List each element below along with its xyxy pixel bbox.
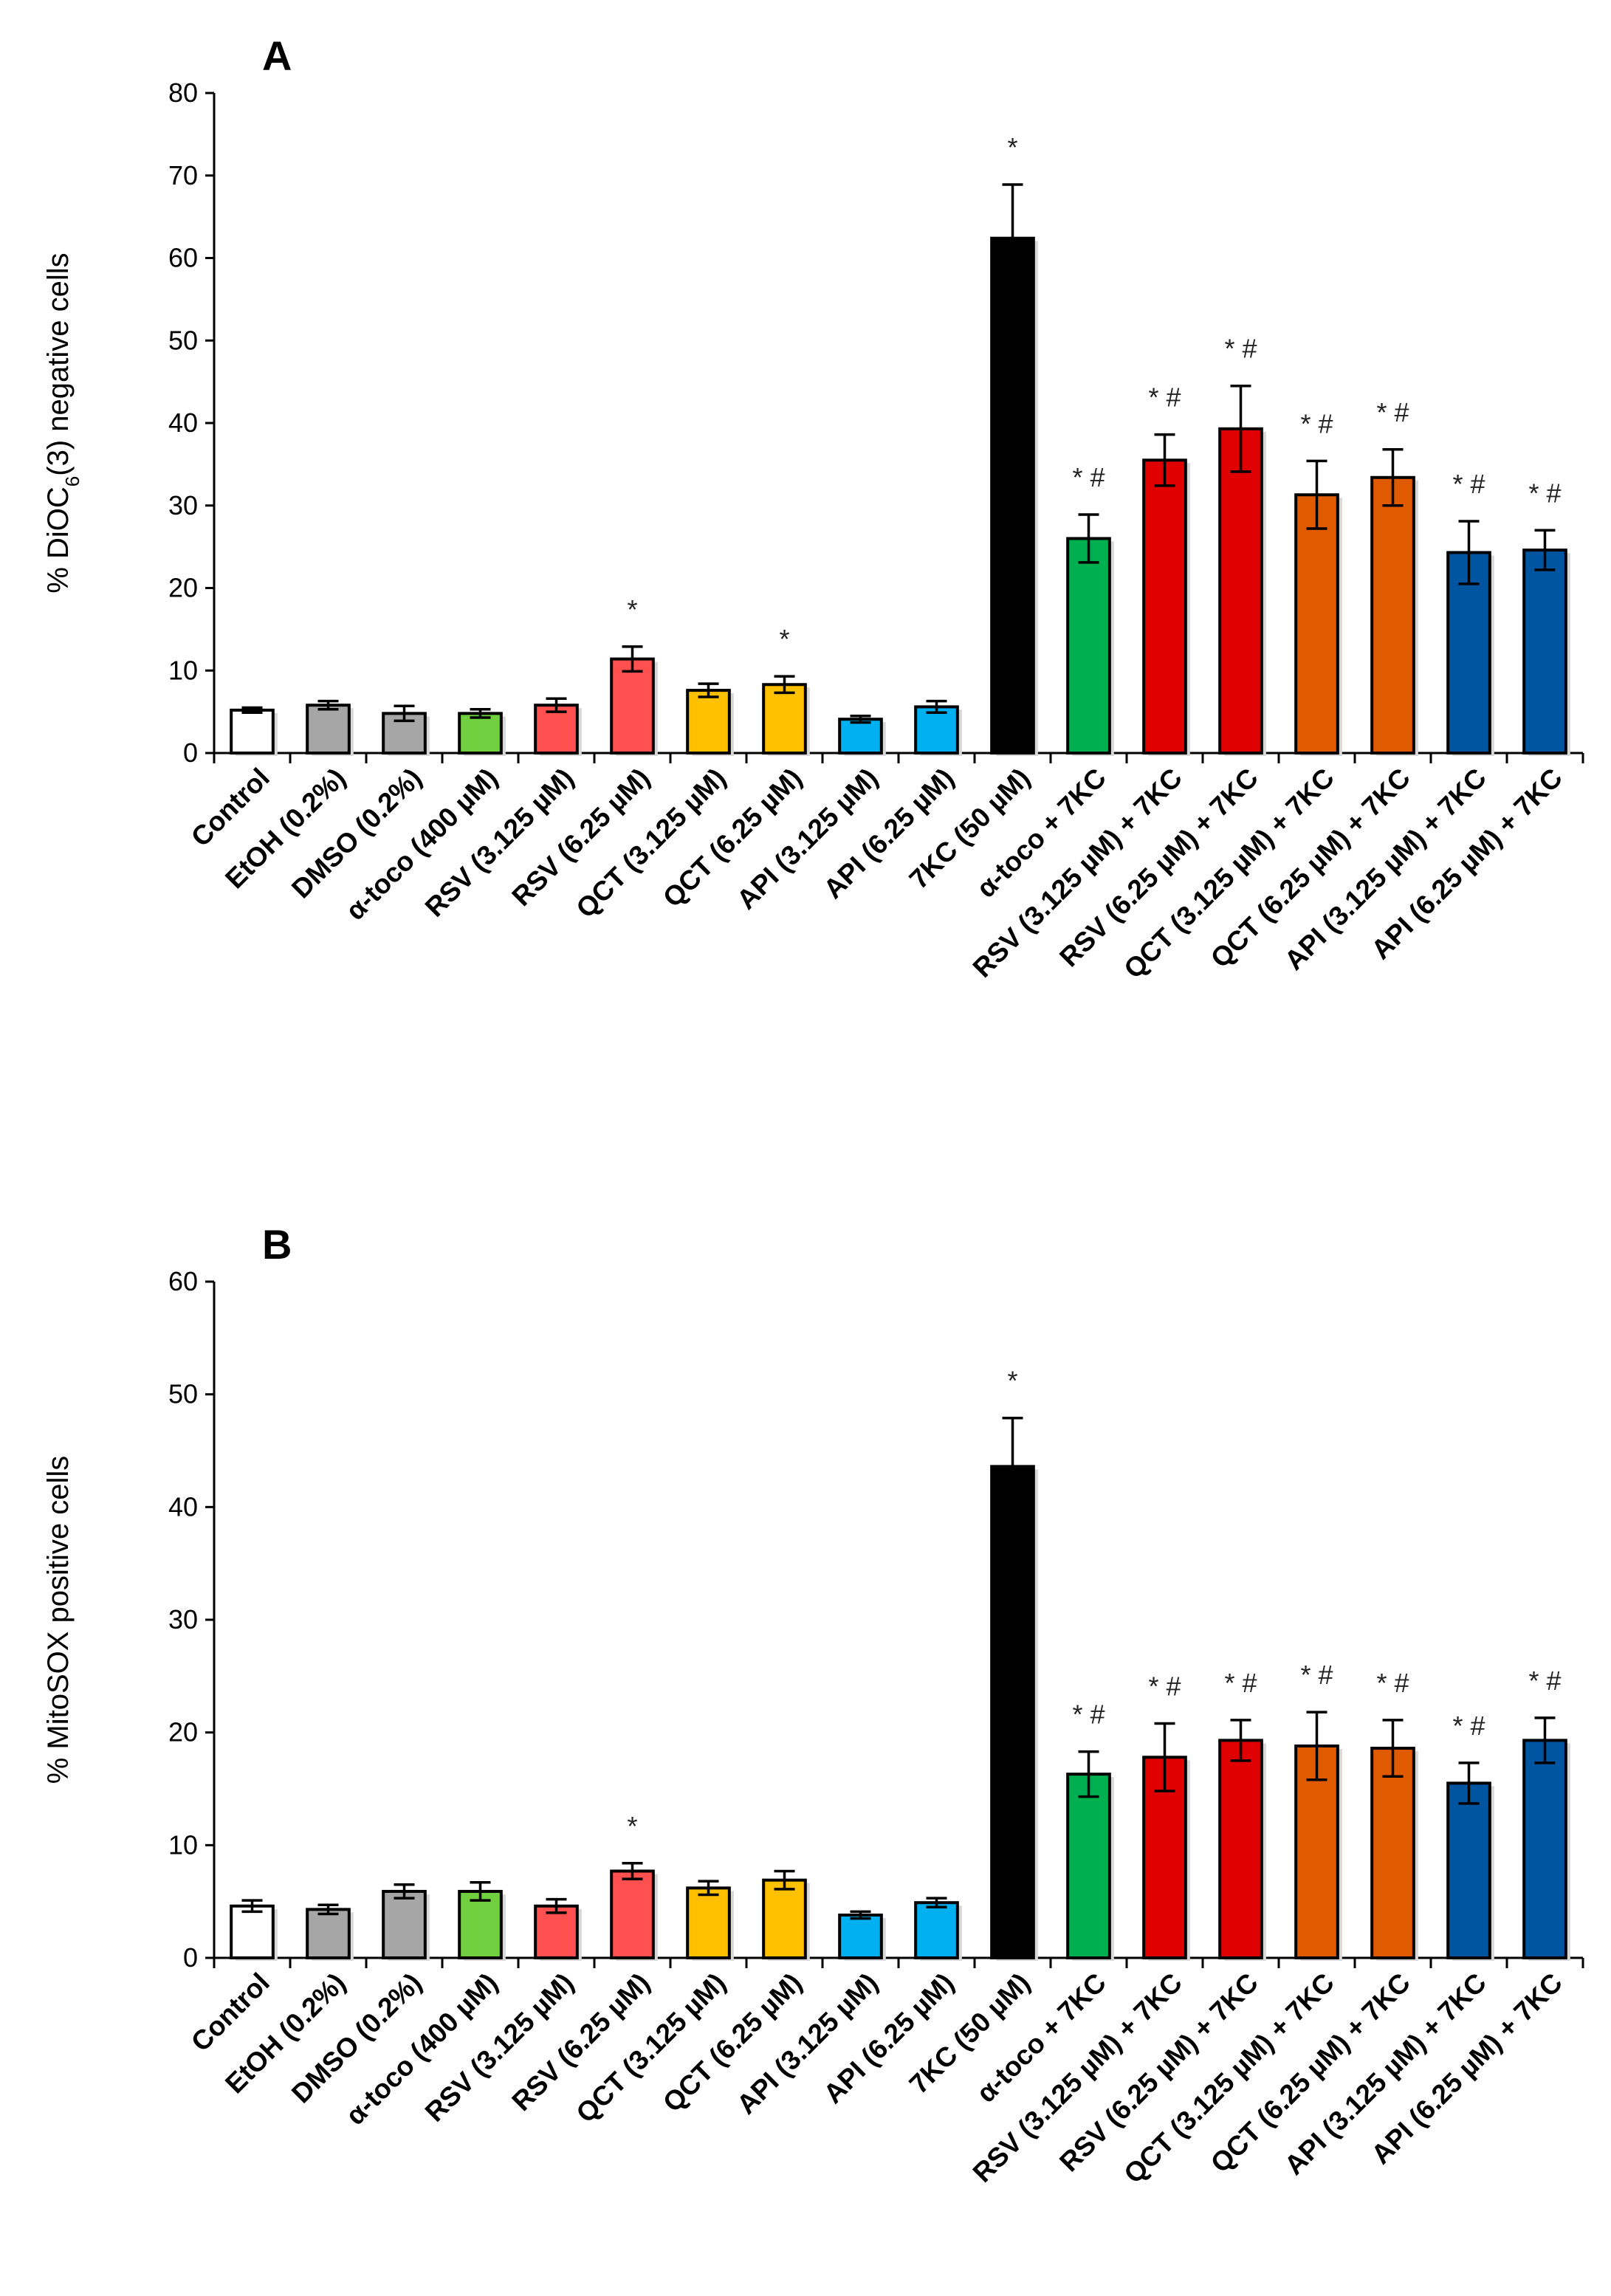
bar bbox=[1066, 537, 1111, 755]
x-tick-label: API (6.25 µM) bbox=[818, 1967, 960, 2109]
y-axis-label-part: % MitoSOX positive cells bbox=[42, 1456, 75, 1784]
bar bbox=[610, 1869, 655, 1960]
x-tick-label: DMSO (0.2%) bbox=[286, 1967, 427, 2109]
x-tick-label: α-toco + 7KC bbox=[971, 763, 1112, 904]
bar bbox=[686, 1886, 731, 1960]
y-tick-label: 10 bbox=[168, 655, 198, 685]
bar bbox=[762, 683, 807, 755]
y-tick-label: 30 bbox=[168, 1604, 198, 1635]
significance-label: * bbox=[779, 624, 789, 654]
significance-label: * bbox=[627, 1811, 637, 1841]
bar bbox=[838, 718, 883, 755]
significance-label: * # bbox=[1300, 408, 1333, 439]
significance-label: * # bbox=[1376, 1668, 1409, 1698]
bar bbox=[990, 236, 1035, 755]
bar bbox=[1218, 1739, 1263, 1959]
bar bbox=[534, 704, 579, 755]
significance-label: * # bbox=[1452, 1711, 1485, 1741]
y-axis-label-part: 6 bbox=[61, 476, 83, 487]
panel-label: A bbox=[262, 32, 292, 79]
y-tick-label: 40 bbox=[168, 1491, 198, 1522]
x-tick-label: QCT (6.25 µM) bbox=[657, 1967, 808, 2118]
x-tick-label: API (3.125 µM) bbox=[731, 1967, 884, 2120]
significance-label: * # bbox=[1300, 1660, 1333, 1690]
y-axis-label-part: (3) negative cells bbox=[42, 252, 75, 475]
x-tick-label: DMSO (0.2%) bbox=[286, 763, 427, 904]
bar bbox=[458, 712, 503, 755]
y-tick-label: 20 bbox=[168, 1717, 198, 1747]
significance-label: * bbox=[627, 594, 637, 625]
bar bbox=[306, 704, 351, 755]
x-tick-label: RSV (6.25 µM) bbox=[506, 1967, 656, 2117]
significance-label: * # bbox=[1452, 469, 1485, 499]
y-tick-label: 50 bbox=[168, 1379, 198, 1409]
y-tick-label: 60 bbox=[168, 1266, 198, 1296]
significance-label: * # bbox=[1528, 1666, 1561, 1696]
significance-label: * # bbox=[1224, 1668, 1257, 1698]
y-tick-label: 80 bbox=[168, 78, 198, 108]
x-tick-label: RSV (6.25 µM) bbox=[506, 763, 656, 912]
significance-label: * bbox=[1007, 1366, 1017, 1396]
bar bbox=[838, 1913, 883, 1959]
bar bbox=[230, 1904, 275, 1960]
bar bbox=[230, 708, 275, 755]
bar bbox=[534, 1904, 579, 1960]
y-tick-label: 0 bbox=[183, 1942, 198, 1973]
bar bbox=[1294, 493, 1339, 755]
significance-label: * # bbox=[1148, 382, 1181, 413]
significance-label: * # bbox=[1072, 462, 1105, 492]
significance-label: * # bbox=[1072, 1699, 1105, 1730]
bar bbox=[1370, 1747, 1415, 1960]
y-axis-label: % MitoSOX positive cells bbox=[42, 1456, 75, 1784]
bar bbox=[990, 1465, 1035, 1959]
bar bbox=[1446, 551, 1491, 755]
significance-label: * # bbox=[1148, 1671, 1181, 1701]
panel-label: B bbox=[262, 1221, 292, 1268]
significance-label: * # bbox=[1224, 334, 1257, 364]
bar bbox=[1142, 458, 1187, 755]
y-axis-label: % DiOC6(3) negative cells bbox=[42, 252, 83, 593]
y-axis-label-part: % DiOC bbox=[42, 487, 75, 593]
y-tick-label: 20 bbox=[168, 573, 198, 603]
y-tick-label: 10 bbox=[168, 1829, 198, 1860]
bar bbox=[686, 689, 731, 755]
y-tick-label: 70 bbox=[168, 160, 198, 190]
y-tick-label: 0 bbox=[183, 738, 198, 768]
x-tick-label: α-toco + 7KC bbox=[971, 1967, 1112, 2108]
bar bbox=[1218, 427, 1263, 755]
bar bbox=[1522, 1739, 1567, 1959]
y-tick-label: 60 bbox=[168, 243, 198, 273]
bar bbox=[762, 1878, 807, 1959]
x-tick-label: API (3.125 µM) bbox=[731, 763, 884, 915]
bar bbox=[1294, 1744, 1339, 1959]
significance-label: * bbox=[1007, 132, 1017, 162]
bar bbox=[458, 1889, 503, 1960]
bar bbox=[1446, 1781, 1491, 1960]
bar bbox=[306, 1908, 351, 1959]
x-tick-label: API (6.25 µM) bbox=[818, 763, 960, 904]
y-tick-label: 40 bbox=[168, 408, 198, 438]
x-tick-label: QCT (6.25 µM) bbox=[657, 763, 808, 913]
y-tick-label: 30 bbox=[168, 490, 198, 520]
bar bbox=[1522, 549, 1567, 755]
chart-panel-A: A % DiOC6(3) negative cells 0 10 20 30 40 50 60 7… bbox=[42, 32, 1584, 984]
y-tick-label: 50 bbox=[168, 325, 198, 355]
bar bbox=[382, 1889, 427, 1960]
bar bbox=[1370, 475, 1415, 755]
bar bbox=[1066, 1773, 1111, 1959]
bar bbox=[610, 657, 655, 755]
significance-label: * # bbox=[1376, 397, 1409, 427]
significance-label: * # bbox=[1528, 478, 1561, 508]
chart-panel-B: B% MitoSOX positive cells0102030405060Co… bbox=[42, 1221, 1584, 2189]
bar bbox=[914, 1901, 959, 1960]
